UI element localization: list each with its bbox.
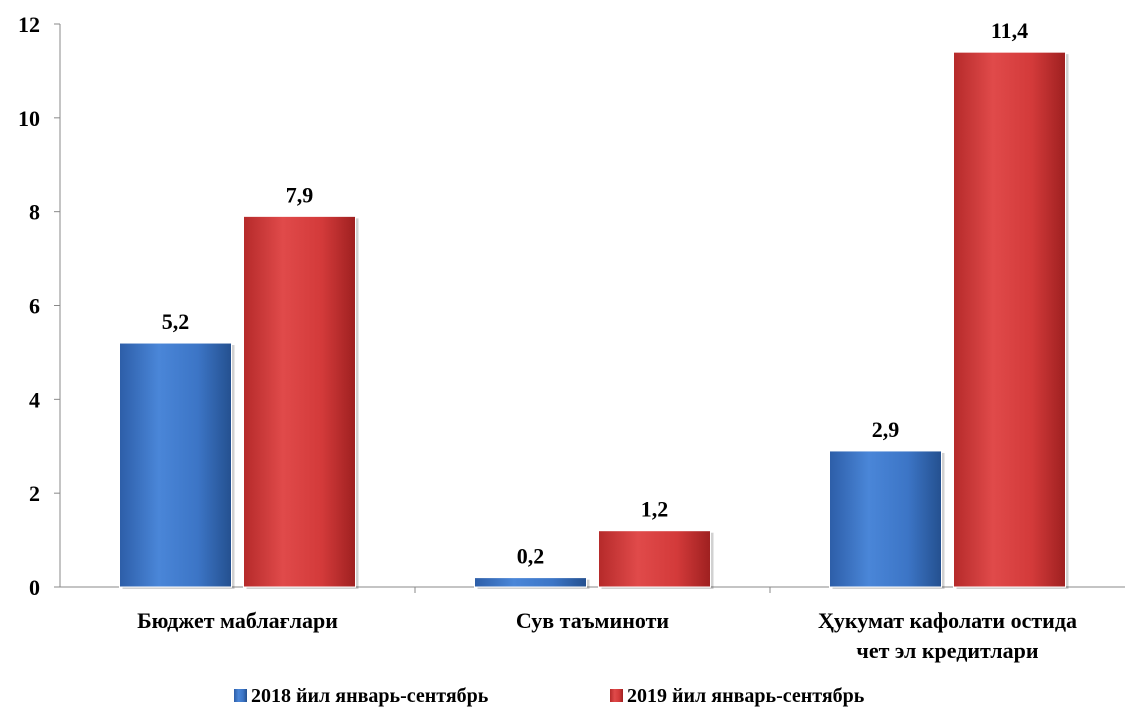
data-label: 5,2 <box>162 309 190 334</box>
y-tick-label: 2 <box>29 481 40 506</box>
x-category-label: чет эл кредитлари <box>856 638 1038 663</box>
legend-swatch <box>234 689 247 702</box>
bar-2019 <box>243 215 356 588</box>
legend-label: 2019 йил январь-сентябрь <box>627 685 865 707</box>
x-category-label: Сув таъминоти <box>516 608 669 633</box>
y-tick-label: 8 <box>29 200 40 225</box>
bar-2018 <box>474 577 587 588</box>
legend-label: 2018 йил январь-сентябрь <box>251 685 489 707</box>
data-label: 2,9 <box>872 417 900 442</box>
data-label: 7,9 <box>286 182 314 207</box>
y-tick-label: 12 <box>18 12 40 37</box>
labels: 5,2 7,9 Бюджет маблағлари 0,2 1,2 Сув таъмино… <box>137 18 1077 663</box>
y-tick-label: 4 <box>29 387 40 412</box>
bar-2019 <box>598 530 711 588</box>
data-label: 0,2 <box>517 544 545 569</box>
y-tick-label: 0 <box>29 575 40 600</box>
y-tick-label: 6 <box>29 294 40 319</box>
data-label: 11,4 <box>991 18 1028 43</box>
y-tick-label: 10 <box>18 106 40 131</box>
axes: 0 2 4 6 8 10 12 <box>18 12 1125 600</box>
bar-2018 <box>119 342 232 588</box>
legend-swatch <box>610 689 623 702</box>
legend: 2018 йил январь-сентябрь 2019 йил январь-… <box>234 685 865 707</box>
bar-2018 <box>829 450 942 588</box>
x-category-label: Ҳукумат кафолати остида <box>818 608 1077 633</box>
data-label: 1,2 <box>641 497 669 522</box>
x-category-label: Бюджет маблағлари <box>137 608 338 633</box>
bars <box>119 51 1069 589</box>
bar-2019 <box>953 51 1066 588</box>
